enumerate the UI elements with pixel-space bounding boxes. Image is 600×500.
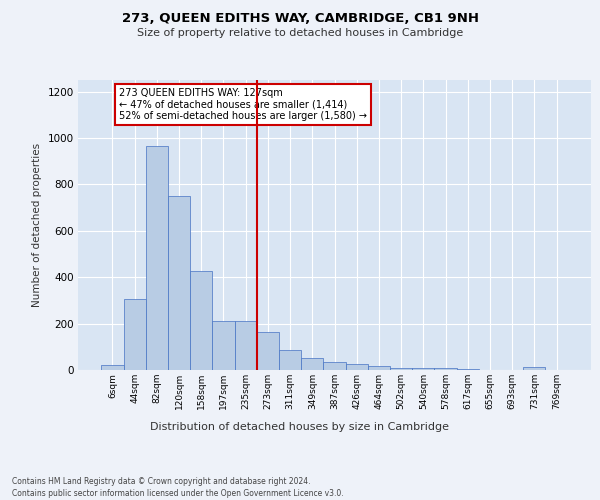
Bar <box>279 350 301 370</box>
Bar <box>523 367 545 370</box>
Text: 273 QUEEN EDITHS WAY: 127sqm
← 47% of detached houses are smaller (1,414)
52% of: 273 QUEEN EDITHS WAY: 127sqm ← 47% of de… <box>119 88 367 122</box>
Y-axis label: Number of detached properties: Number of detached properties <box>32 143 42 307</box>
Bar <box>146 146 168 370</box>
Bar <box>235 322 257 370</box>
Text: Distribution of detached houses by size in Cambridge: Distribution of detached houses by size … <box>151 422 449 432</box>
Text: Contains HM Land Registry data © Crown copyright and database right 2024.
Contai: Contains HM Land Registry data © Crown c… <box>12 476 344 498</box>
Bar <box>323 362 346 370</box>
Bar <box>124 299 146 370</box>
Text: 273, QUEEN EDITHS WAY, CAMBRIDGE, CB1 9NH: 273, QUEEN EDITHS WAY, CAMBRIDGE, CB1 9N… <box>121 12 479 26</box>
Bar <box>301 358 323 370</box>
Bar <box>368 366 390 370</box>
Bar <box>457 369 479 370</box>
Bar <box>168 196 190 370</box>
Bar <box>212 322 235 370</box>
Bar <box>434 368 457 370</box>
Bar <box>346 364 368 370</box>
Bar <box>190 272 212 370</box>
Bar <box>390 368 412 370</box>
Bar <box>257 332 279 370</box>
Text: Size of property relative to detached houses in Cambridge: Size of property relative to detached ho… <box>137 28 463 38</box>
Bar <box>101 365 124 370</box>
Bar <box>412 368 434 370</box>
